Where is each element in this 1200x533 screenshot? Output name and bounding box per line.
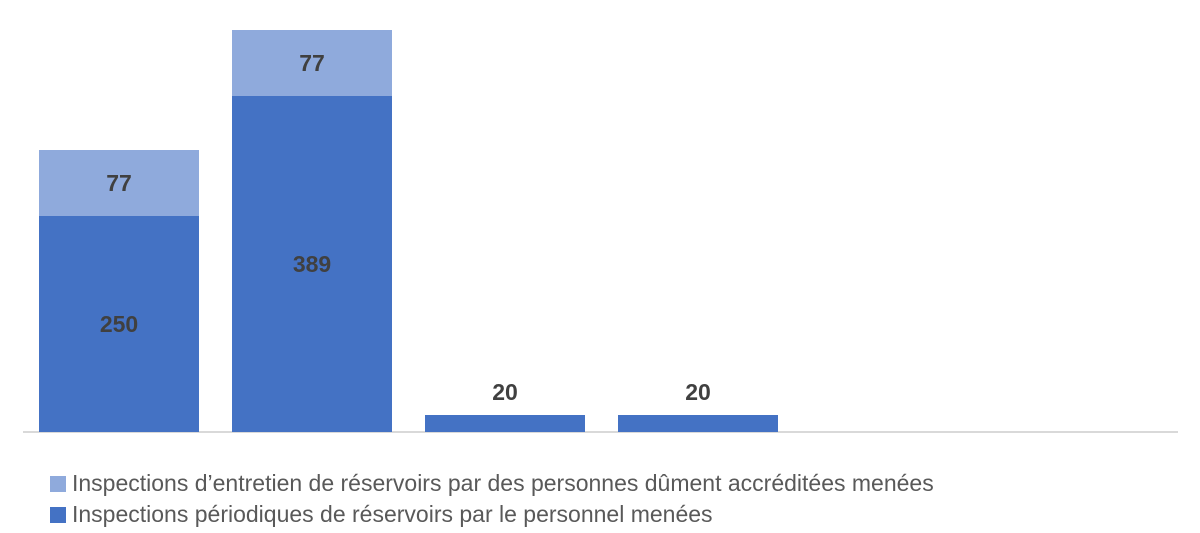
data-label: 250: [99, 311, 139, 338]
legend-item-personnel: Inspections périodiques de réservoirs pa…: [50, 499, 934, 530]
bar-segment: [232, 96, 392, 432]
legend-label: Inspections d’entretien de réservoirs pa…: [72, 470, 934, 496]
data-label: 389: [292, 251, 332, 278]
data-label: 77: [299, 50, 325, 77]
legend-swatch-dark-blue: [50, 506, 66, 523]
legend-label: Inspections périodiques de réservoirs pa…: [72, 501, 713, 527]
bar-segment: [39, 216, 199, 432]
x-axis-line: [23, 431, 1178, 433]
bar-segment: [618, 414, 778, 432]
legend: Inspections d’entretien de réservoirs pa…: [50, 468, 934, 530]
bar-segment: [425, 414, 585, 432]
bar-segment: [39, 149, 199, 217]
data-label: 20: [492, 378, 518, 405]
legend-swatch-light-blue: [50, 475, 66, 492]
data-label: 77: [106, 170, 132, 197]
data-label: 20: [685, 378, 711, 405]
legend-item-accredited: Inspections d’entretien de réservoirs pa…: [50, 468, 934, 499]
bar-segment: [232, 30, 392, 97]
